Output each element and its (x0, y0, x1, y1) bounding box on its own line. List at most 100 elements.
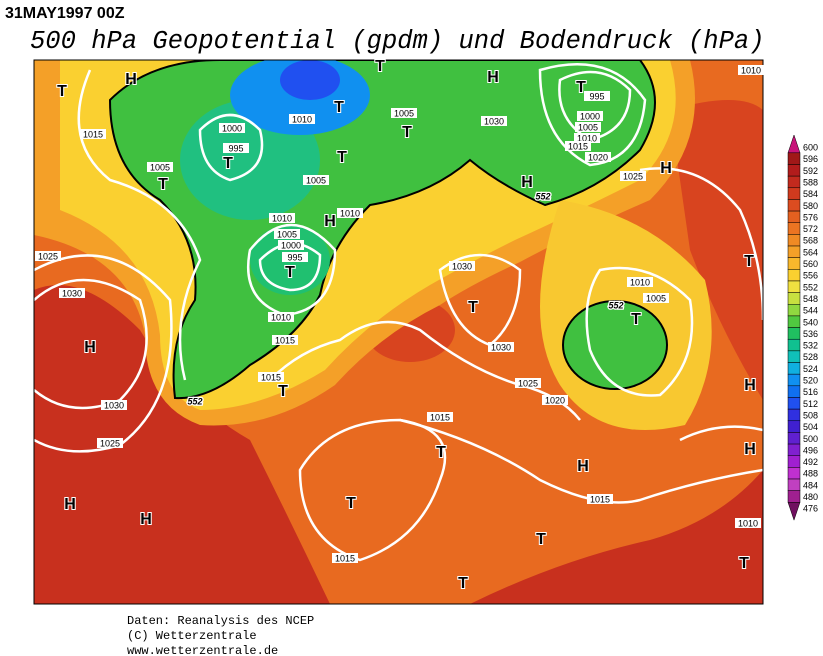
pressure-center: H (577, 458, 589, 475)
region (562, 300, 668, 390)
pressure-center: T (57, 83, 67, 100)
isobar-label: 1005 (150, 163, 170, 173)
colorbar-swatch (787, 490, 801, 503)
pressure-center: T (334, 99, 344, 116)
isobar-label: 1010 (272, 214, 292, 224)
colorbar-swatch (787, 222, 801, 235)
isobar (34, 254, 173, 453)
colorbar-swatch (787, 408, 801, 422)
pressure-center: T (346, 495, 356, 512)
map-frame (33, 59, 764, 605)
pressure-center: T (337, 149, 347, 166)
colorbar-label: 532 (803, 341, 818, 351)
isobar-label: 1010 (292, 115, 312, 125)
isobar-label-box (219, 123, 245, 133)
colorbar-label: 512 (803, 399, 818, 409)
isobar-label-box (577, 111, 603, 121)
colorbar-swatch (787, 373, 801, 387)
region (470, 470, 763, 604)
isobar-label: 1030 (104, 401, 124, 411)
colorbar-swatch (787, 199, 801, 212)
colorbar-label: 476 (803, 504, 818, 514)
pressure-center: H (744, 441, 756, 458)
colorbar-label: 576 (803, 212, 818, 222)
isobar-label: 1025 (623, 172, 643, 182)
isobar (34, 278, 148, 410)
isobar-label: 1015 (568, 142, 588, 152)
isobar-label-box (481, 116, 507, 126)
contour-label: 552 (535, 192, 550, 202)
isobar (538, 63, 647, 167)
isobar-label-box (427, 412, 453, 422)
pressure-center: T (536, 531, 546, 548)
colorbar-label: 592 (803, 166, 818, 176)
pressure-center: H (125, 71, 137, 88)
pressure-center: T (402, 124, 412, 141)
colorbar-swatch (787, 385, 801, 398)
isobar (679, 425, 763, 442)
isobar-label-box (223, 143, 249, 153)
isobar-label: 1025 (518, 379, 538, 389)
colorbar-swatch (787, 338, 801, 352)
isobar-label-box (587, 494, 613, 504)
pressure-center: T (468, 299, 478, 316)
isobar-label: 1015 (261, 373, 281, 383)
isobar-label-box (258, 372, 284, 382)
pressure-center: T (744, 253, 754, 270)
colorbar-label: 584 (803, 189, 818, 199)
colorbar-label: 500 (803, 434, 818, 444)
isobar-label: 1030 (491, 343, 511, 353)
isobar-label-box (80, 129, 106, 139)
isobar-label-box (282, 252, 308, 262)
timestamp: 31MAY1997 00Z (5, 5, 125, 22)
colorbar-swatch (787, 164, 801, 177)
footer-line: www.wetterzentrale.de (127, 644, 278, 656)
pressure-center: T (223, 155, 233, 172)
colorbar-swatch (787, 292, 801, 305)
pressure-center: T (458, 575, 468, 592)
isobar (585, 266, 694, 397)
pressure-center: T (278, 383, 288, 400)
isobar (639, 167, 763, 321)
isobar-label: 1015 (83, 130, 103, 140)
isobar-label: 1005 (277, 230, 297, 240)
colorbar-label: 564 (803, 247, 818, 257)
isobar-label: 1000 (580, 112, 600, 122)
pressure-center: H (140, 511, 152, 528)
isobar-label: 1005 (578, 123, 598, 133)
isobar-label-box (585, 152, 611, 162)
isobar-label-box (488, 342, 514, 352)
isobar-label: 1010 (340, 209, 360, 219)
isobar-label-box (449, 261, 475, 271)
isobar-label-box (735, 518, 761, 528)
isobar-label-box (515, 378, 541, 388)
colorbar-label: 596 (803, 154, 818, 164)
isobar-label: 1005 (306, 176, 326, 186)
footer-line: (C) Wetterzentrale (127, 629, 257, 643)
colorbar-swatch (787, 134, 801, 154)
contour-label: 552 (187, 397, 202, 407)
colorbar-label: 496 (803, 445, 818, 455)
colorbar-swatch (787, 257, 801, 270)
isobar-label-box (147, 162, 173, 172)
colorbar-swatch (787, 350, 801, 363)
isobar-label: 1015 (590, 495, 610, 505)
colorbar-label: 548 (803, 294, 818, 304)
colorbar-swatch (787, 152, 801, 165)
isobar (438, 253, 522, 347)
isobar-label: 1005 (646, 294, 666, 304)
isobar-label-box (643, 293, 669, 303)
isobar-label-box (627, 277, 653, 287)
isobar-label: 1015 (430, 413, 450, 423)
colorbar-label: 492 (803, 457, 818, 467)
colorbar-label: 536 (803, 329, 818, 339)
isobar-label: 1025 (38, 252, 58, 262)
colorbar-swatch (787, 502, 801, 521)
colorbar-label: 504 (803, 422, 818, 432)
colorbar-label: 552 (803, 282, 818, 292)
colorbar-swatch (787, 478, 801, 491)
footer-line: Daten: Reanalysis des NCEP (127, 614, 314, 628)
isobar-label: 1010 (741, 66, 761, 76)
pressure-center: T (576, 79, 586, 96)
title: 500 hPa Geopotential (gpdm) und Bodendru… (30, 27, 765, 56)
